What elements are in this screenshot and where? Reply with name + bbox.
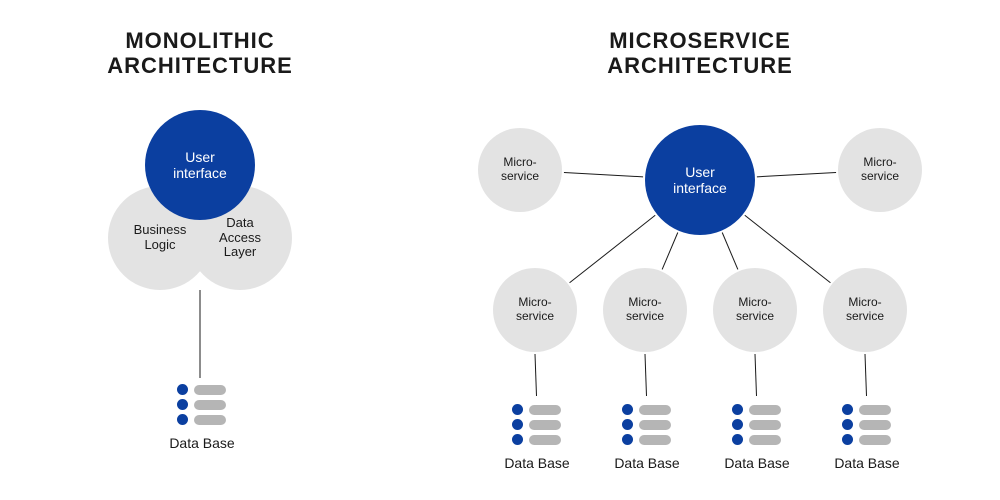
- micro-bottom-service-2: Micro- service: [713, 268, 797, 352]
- micro-database-icon-1: [622, 400, 671, 449]
- micro-bottom-service-3: Micro- service: [823, 268, 907, 352]
- monolithic-title: MONOLITHIC ARCHITECTURE: [50, 28, 350, 79]
- mono-user-interface-node: User interface: [145, 110, 255, 220]
- mono-database-label: Data Base: [147, 435, 257, 451]
- mono-database-icon: [177, 380, 226, 429]
- micro-side-service-0: Micro- service: [478, 128, 562, 212]
- micro-database-icon-3: [842, 400, 891, 449]
- micro-database-icon-2: [732, 400, 781, 449]
- micro-database-label-2: Data Base: [702, 455, 812, 471]
- micro-bottom-service-0: Micro- service: [493, 268, 577, 352]
- microservice-title: MICROSERVICE ARCHITECTURE: [550, 28, 850, 79]
- micro-database-label-3: Data Base: [812, 455, 922, 471]
- micro-side-service-1: Micro- service: [838, 128, 922, 212]
- micro-database-icon-0: [512, 400, 561, 449]
- micro-user-interface-node: User interface: [645, 125, 755, 235]
- micro-database-label-0: Data Base: [482, 455, 592, 471]
- micro-bottom-service-1: Micro- service: [603, 268, 687, 352]
- micro-database-label-1: Data Base: [592, 455, 702, 471]
